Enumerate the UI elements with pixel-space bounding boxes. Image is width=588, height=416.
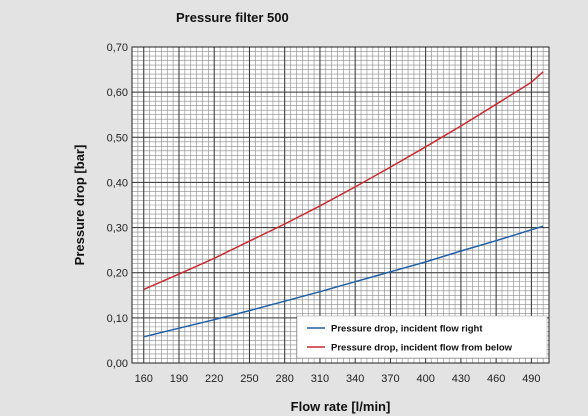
x-tick-label: 310 xyxy=(311,373,329,385)
y-tick-label: 0,10 xyxy=(107,313,128,325)
x-tick-label: 460 xyxy=(487,373,505,385)
x-tick-label: 400 xyxy=(416,373,434,385)
legend: Pressure drop, incident flow right Pressu… xyxy=(296,315,548,359)
legend-label-2: Pressure drop, incident flow from below xyxy=(331,343,513,354)
x-tick-label: 370 xyxy=(381,373,399,385)
y-axis-ticks: 0,00 0,10 0,20 0,30 0,40 0,50 0,60 0,70 xyxy=(107,42,128,370)
y-tick-label: 0,60 xyxy=(107,87,128,99)
y-tick-label: 0,70 xyxy=(107,42,128,54)
y-tick-label: 0,20 xyxy=(107,268,128,280)
x-tick-label: 220 xyxy=(205,373,223,385)
x-axis-title: Flow rate [l/min] xyxy=(291,399,391,414)
legend-label-1: Pressure drop, incident flow right xyxy=(331,324,483,335)
y-tick-label: 0,40 xyxy=(107,177,128,189)
legend-box xyxy=(296,315,548,359)
x-axis-ticks: 160 190 220 250 280 310 340 370 400 430 460 490 xyxy=(135,373,541,385)
x-tick-label: 160 xyxy=(135,373,153,385)
x-tick-label: 280 xyxy=(276,373,294,385)
x-tick-label: 250 xyxy=(240,373,258,385)
chart-title: Pressure filter 500 xyxy=(176,10,289,25)
series-line-1 xyxy=(143,225,544,338)
series-line-2 xyxy=(143,71,544,291)
x-tick-label: 190 xyxy=(170,373,188,385)
series-lines xyxy=(143,71,544,338)
x-tick-label: 430 xyxy=(452,373,470,385)
x-tick-label: 340 xyxy=(346,373,364,385)
y-tick-label: 0,50 xyxy=(107,132,128,144)
y-axis-title: Pressure drop [bar] xyxy=(72,145,87,266)
plot-frame xyxy=(131,46,550,364)
y-tick-label: 0,30 xyxy=(107,223,128,235)
x-tick-label: 490 xyxy=(522,373,540,385)
y-tick-label: 0,00 xyxy=(107,358,128,370)
